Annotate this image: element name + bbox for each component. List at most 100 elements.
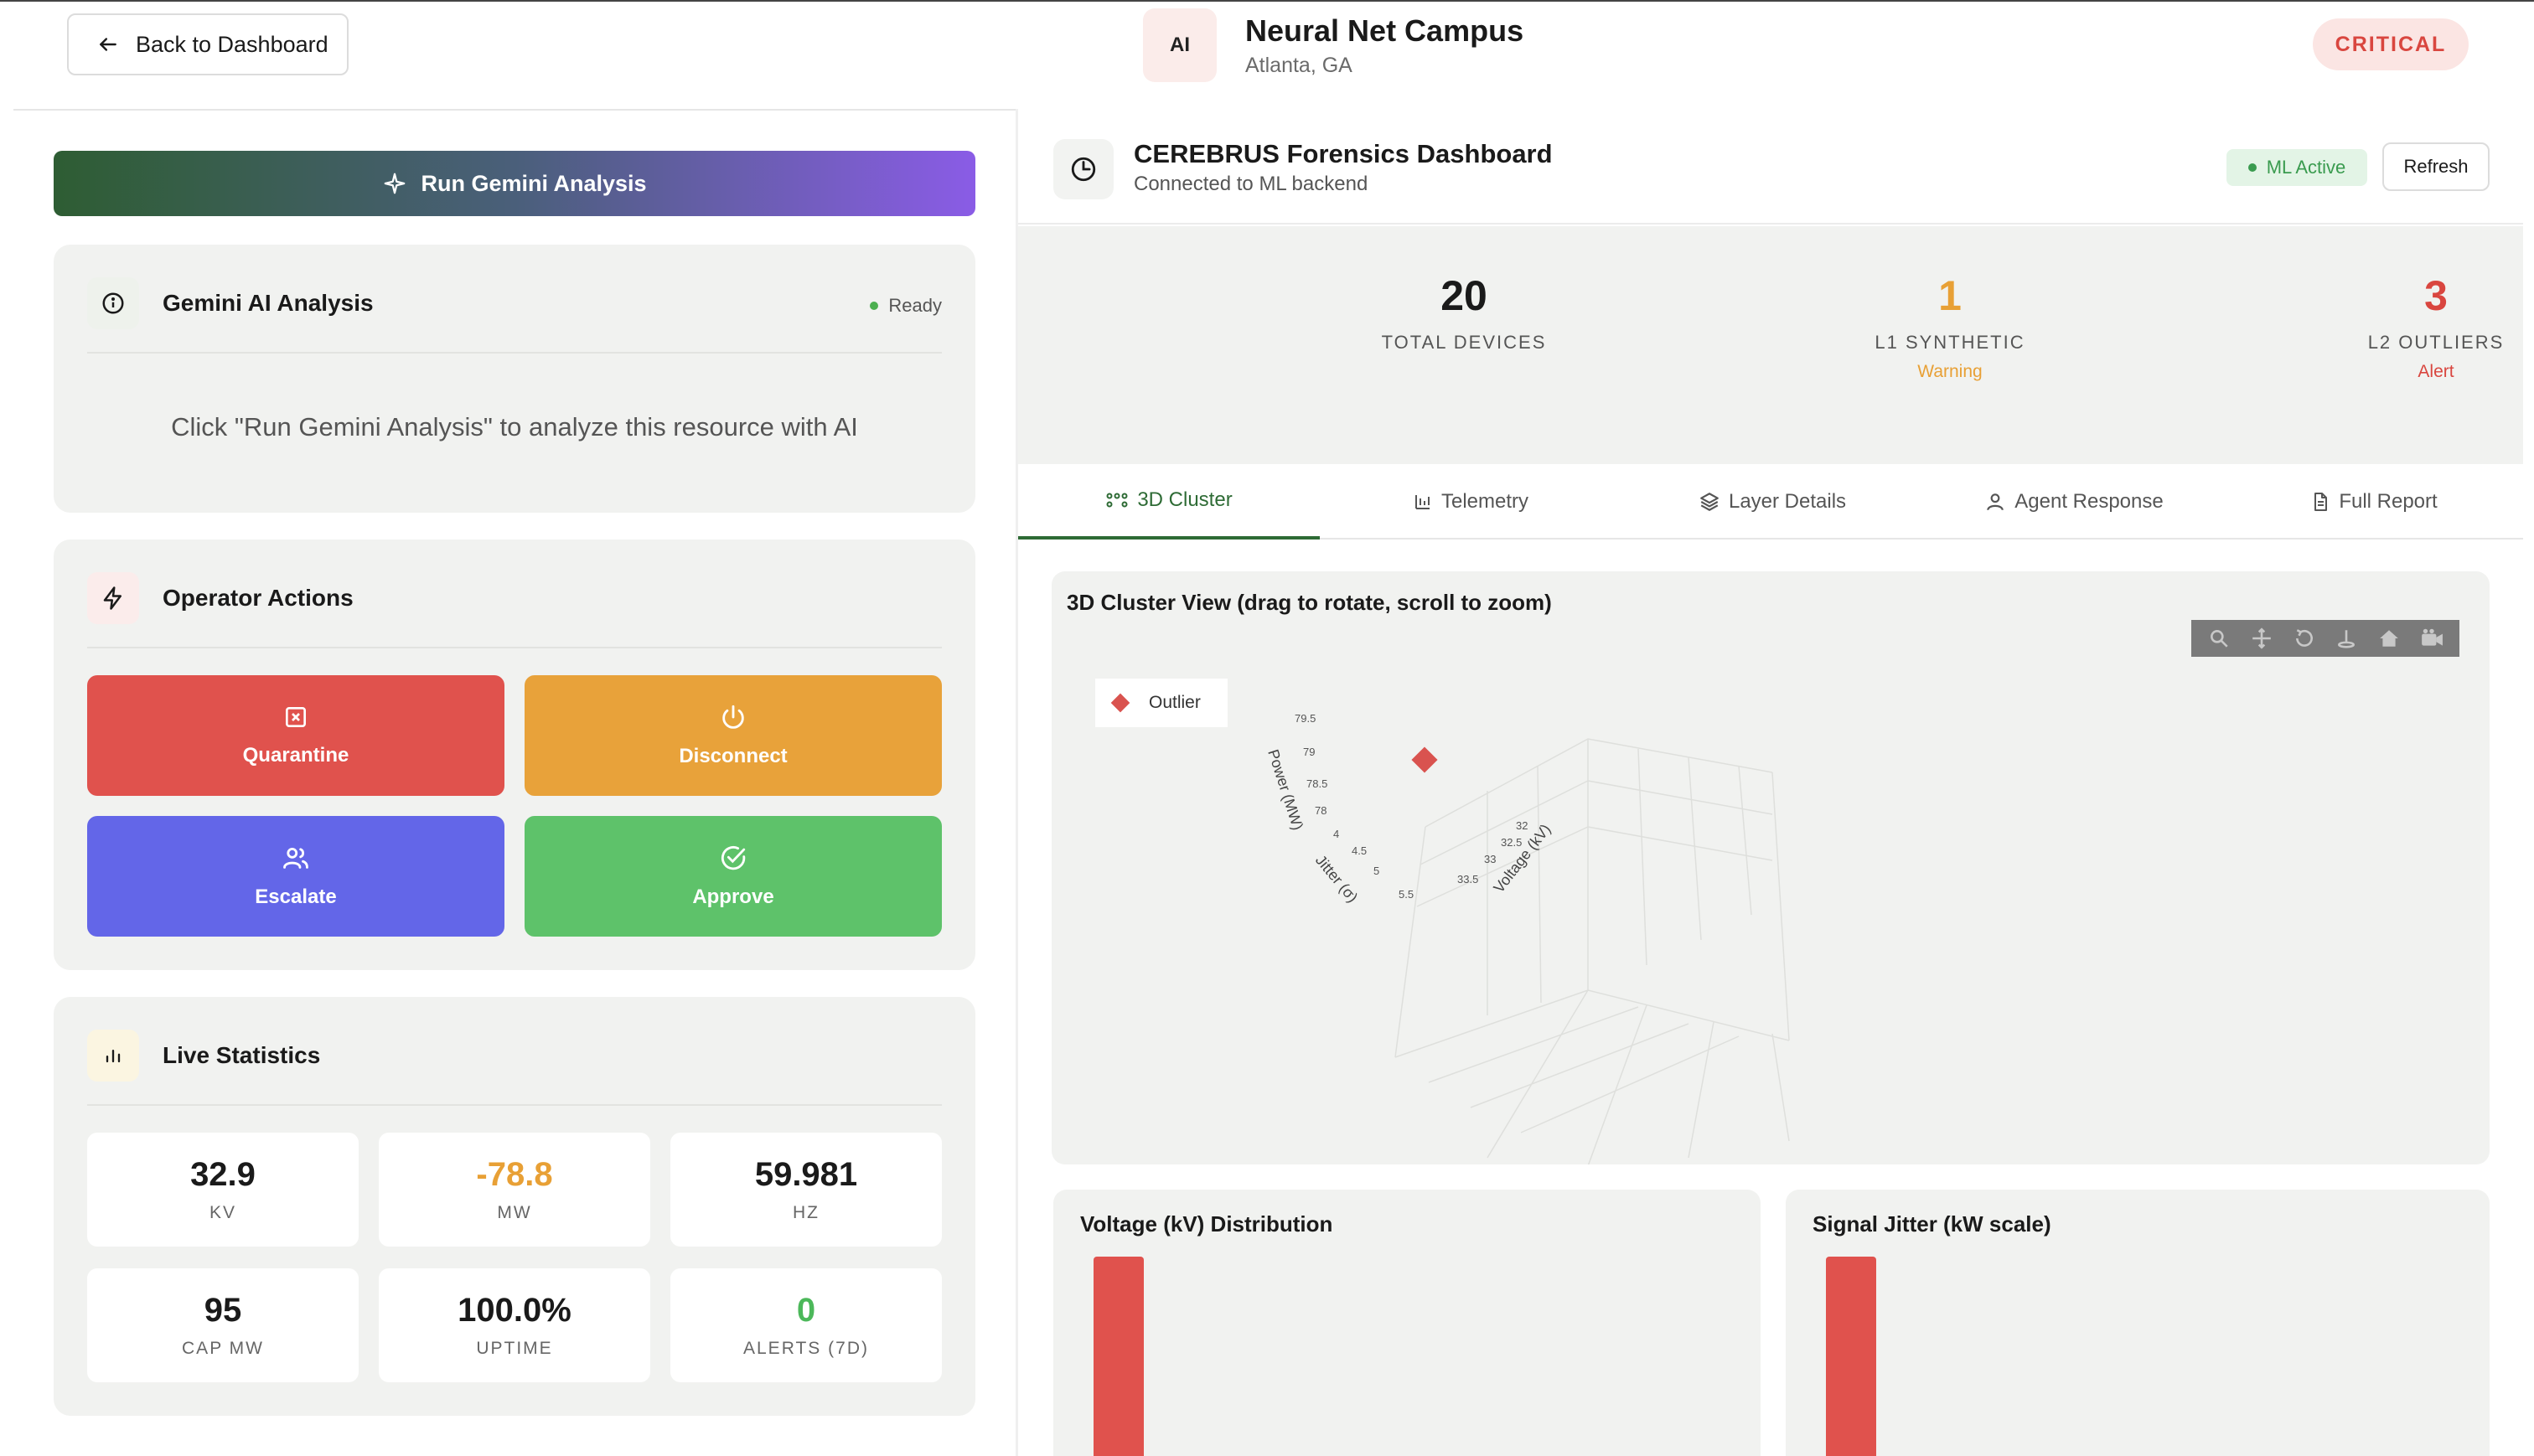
summary-value: 20 xyxy=(1440,272,1487,319)
outlier-point[interactable] xyxy=(1411,746,1438,773)
tab-full-report[interactable]: Full Report xyxy=(2225,464,2523,540)
home-icon[interactable] xyxy=(2376,625,2402,652)
run-gemini-analysis-button[interactable]: Run Gemini Analysis xyxy=(54,151,975,216)
summary-strip: 20 TOTAL DEVICES 1 L1 SYNTHETIC Warning … xyxy=(1018,226,2523,464)
tab-label: Layer Details xyxy=(1728,490,1847,513)
voltage-tick: 33.5 xyxy=(1457,873,1478,885)
check-circle-icon xyxy=(721,845,746,870)
stat-uptime: 100.0% UPTIME xyxy=(379,1268,650,1382)
power-tick: 78 xyxy=(1315,804,1326,817)
disconnect-label: Disconnect xyxy=(679,745,788,767)
turntable-rotate-icon[interactable] xyxy=(2333,625,2360,652)
summary-label: L2 OUTLIERS xyxy=(2367,332,2505,353)
plot-modebar xyxy=(2191,620,2459,657)
forensics-panel: CEREBRUS Forensics Dashboard Connected t… xyxy=(1016,109,2523,1456)
jitter-tick: 4.5 xyxy=(1352,844,1367,857)
tab-label: Agent Response xyxy=(2014,490,2164,513)
operator-actions-title: Operator Actions xyxy=(163,585,354,611)
status-dot-icon xyxy=(870,302,879,310)
stat-mw: -78.8 MW xyxy=(379,1133,650,1247)
voltage-histogram-bar[interactable] xyxy=(1094,1257,1144,1456)
stat-value: 0 xyxy=(796,1292,816,1329)
stat-cap-mw: 95 CAP MW xyxy=(87,1268,359,1382)
ml-status-badge: ML Active xyxy=(2226,149,2367,186)
info-icon xyxy=(87,277,139,329)
user-icon xyxy=(1987,493,2004,511)
pan-icon[interactable] xyxy=(2248,625,2275,652)
jitter-tick: 5 xyxy=(1373,865,1379,877)
quarantine-label: Quarantine xyxy=(242,744,349,767)
power-tick: 78.5 xyxy=(1306,777,1327,790)
jitter-histogram-bar[interactable] xyxy=(1826,1257,1876,1456)
back-button-label: Back to Dashboard xyxy=(136,31,328,57)
tab-telemetry[interactable]: Telemetry xyxy=(1320,464,1621,540)
forensics-tabs: 3D Cluster Telemetry Layer Details Agent… xyxy=(1018,464,2523,540)
tab-agent-response[interactable]: Agent Response xyxy=(1923,464,2225,540)
summary-l1-synthetic: 1 L1 SYNTHETIC Warning xyxy=(1782,271,2118,382)
cluster-icon xyxy=(1106,493,1128,508)
summary-sublabel: Warning xyxy=(1917,362,1983,381)
legend-label: Outlier xyxy=(1149,693,1201,712)
status-dot-icon xyxy=(2247,163,2257,172)
stat-value: -78.8 xyxy=(476,1156,553,1193)
summary-value: 3 xyxy=(2424,272,2448,319)
voltage-distribution-card: Voltage (kV) Distribution xyxy=(1053,1190,1761,1456)
quarantine-button[interactable]: Quarantine xyxy=(87,675,504,796)
outlier-diamond-icon xyxy=(1110,693,1130,713)
camera-icon[interactable] xyxy=(2418,625,2445,652)
quarantine-icon xyxy=(286,707,306,727)
stat-label: HZ xyxy=(793,1203,820,1222)
stat-value: 59.981 xyxy=(754,1156,858,1193)
stat-label: UPTIME xyxy=(476,1339,553,1358)
stat-value: 32.9 xyxy=(190,1156,256,1193)
gemini-status: Ready xyxy=(870,295,942,317)
gemini-message: Click "Run Gemini Analysis" to analyze t… xyxy=(171,412,858,441)
site-avatar: AI xyxy=(1143,8,1217,82)
users-icon xyxy=(283,847,308,869)
site-location: Atlanta, GA xyxy=(1245,54,1352,77)
cluster-3d-card[interactable]: 79.5 79 78.5 78 4 4.5 5 5.5 32 32.5 33 3… xyxy=(1052,571,2490,1164)
stat-label: ALERTS (7D) xyxy=(743,1339,869,1358)
forensics-subtitle: Connected to ML backend xyxy=(1134,173,1368,195)
escalate-button[interactable]: Escalate xyxy=(87,816,504,937)
card-divider xyxy=(87,352,942,354)
severity-badge: CRITICAL xyxy=(2313,18,2469,70)
plot-legend[interactable]: Outlier xyxy=(1095,679,1228,727)
stat-hz: 59.981 HZ xyxy=(670,1133,942,1247)
tab-layer-details[interactable]: Layer Details xyxy=(1621,464,1923,540)
summary-value: 1 xyxy=(1938,272,1962,319)
stat-alerts: 0 ALERTS (7D) xyxy=(670,1268,942,1382)
bar-chart-icon xyxy=(1414,495,1430,509)
disconnect-button[interactable]: Disconnect xyxy=(525,675,942,796)
summary-total-devices: 20 TOTAL DEVICES xyxy=(1296,271,1632,354)
plot-grid xyxy=(1394,738,1790,1164)
stat-label: KV xyxy=(209,1203,236,1222)
tab-3d-cluster[interactable]: 3D Cluster xyxy=(1018,464,1320,540)
bar-chart-icon xyxy=(87,1030,139,1082)
stat-value: 95 xyxy=(204,1292,242,1329)
forensics-title: CEREBRUS Forensics Dashboard xyxy=(1134,139,1553,168)
cluster-title: 3D Cluster View (drag to rotate, scroll … xyxy=(1067,590,1552,615)
layers-icon xyxy=(1700,493,1719,511)
operator-actions-card: Operator Actions Quarantine Disconnect E… xyxy=(54,540,975,970)
tab-label: Telemetry xyxy=(1440,490,1529,513)
voltage-distribution-title: Voltage (kV) Distribution xyxy=(1080,1211,1333,1237)
power-tick: 79 xyxy=(1303,746,1315,758)
refresh-button[interactable]: Refresh xyxy=(2382,142,2490,191)
voltage-tick: 32 xyxy=(1516,819,1528,832)
cluster-3d-plot[interactable]: 79.5 79 78.5 78 4 4.5 5 5.5 32 32.5 33 3… xyxy=(1052,571,2490,1164)
zoom-icon[interactable] xyxy=(2206,625,2232,652)
orbit-rotate-icon[interactable] xyxy=(2291,625,2318,652)
stat-kv: 32.9 KV xyxy=(87,1133,359,1247)
summary-label: TOTAL DEVICES xyxy=(1381,332,1547,353)
approve-button[interactable]: Approve xyxy=(525,816,942,937)
lightning-icon xyxy=(87,572,139,624)
summary-l2-outliers: 3 L2 OUTLIERS Alert xyxy=(2268,271,2534,382)
approve-label: Approve xyxy=(692,885,774,908)
summary-sublabel: Alert xyxy=(2418,362,2454,381)
summary-label: L1 SYNTHETIC xyxy=(1875,332,2025,353)
back-to-dashboard-button[interactable]: Back to Dashboard xyxy=(67,13,349,75)
axis-ticks: 79.5 79 78.5 78 4 4.5 5 5.5 32 32.5 33 3… xyxy=(1295,712,1528,901)
clock-pie-icon xyxy=(1053,139,1114,199)
live-statistics-title: Live Statistics xyxy=(163,1042,321,1068)
